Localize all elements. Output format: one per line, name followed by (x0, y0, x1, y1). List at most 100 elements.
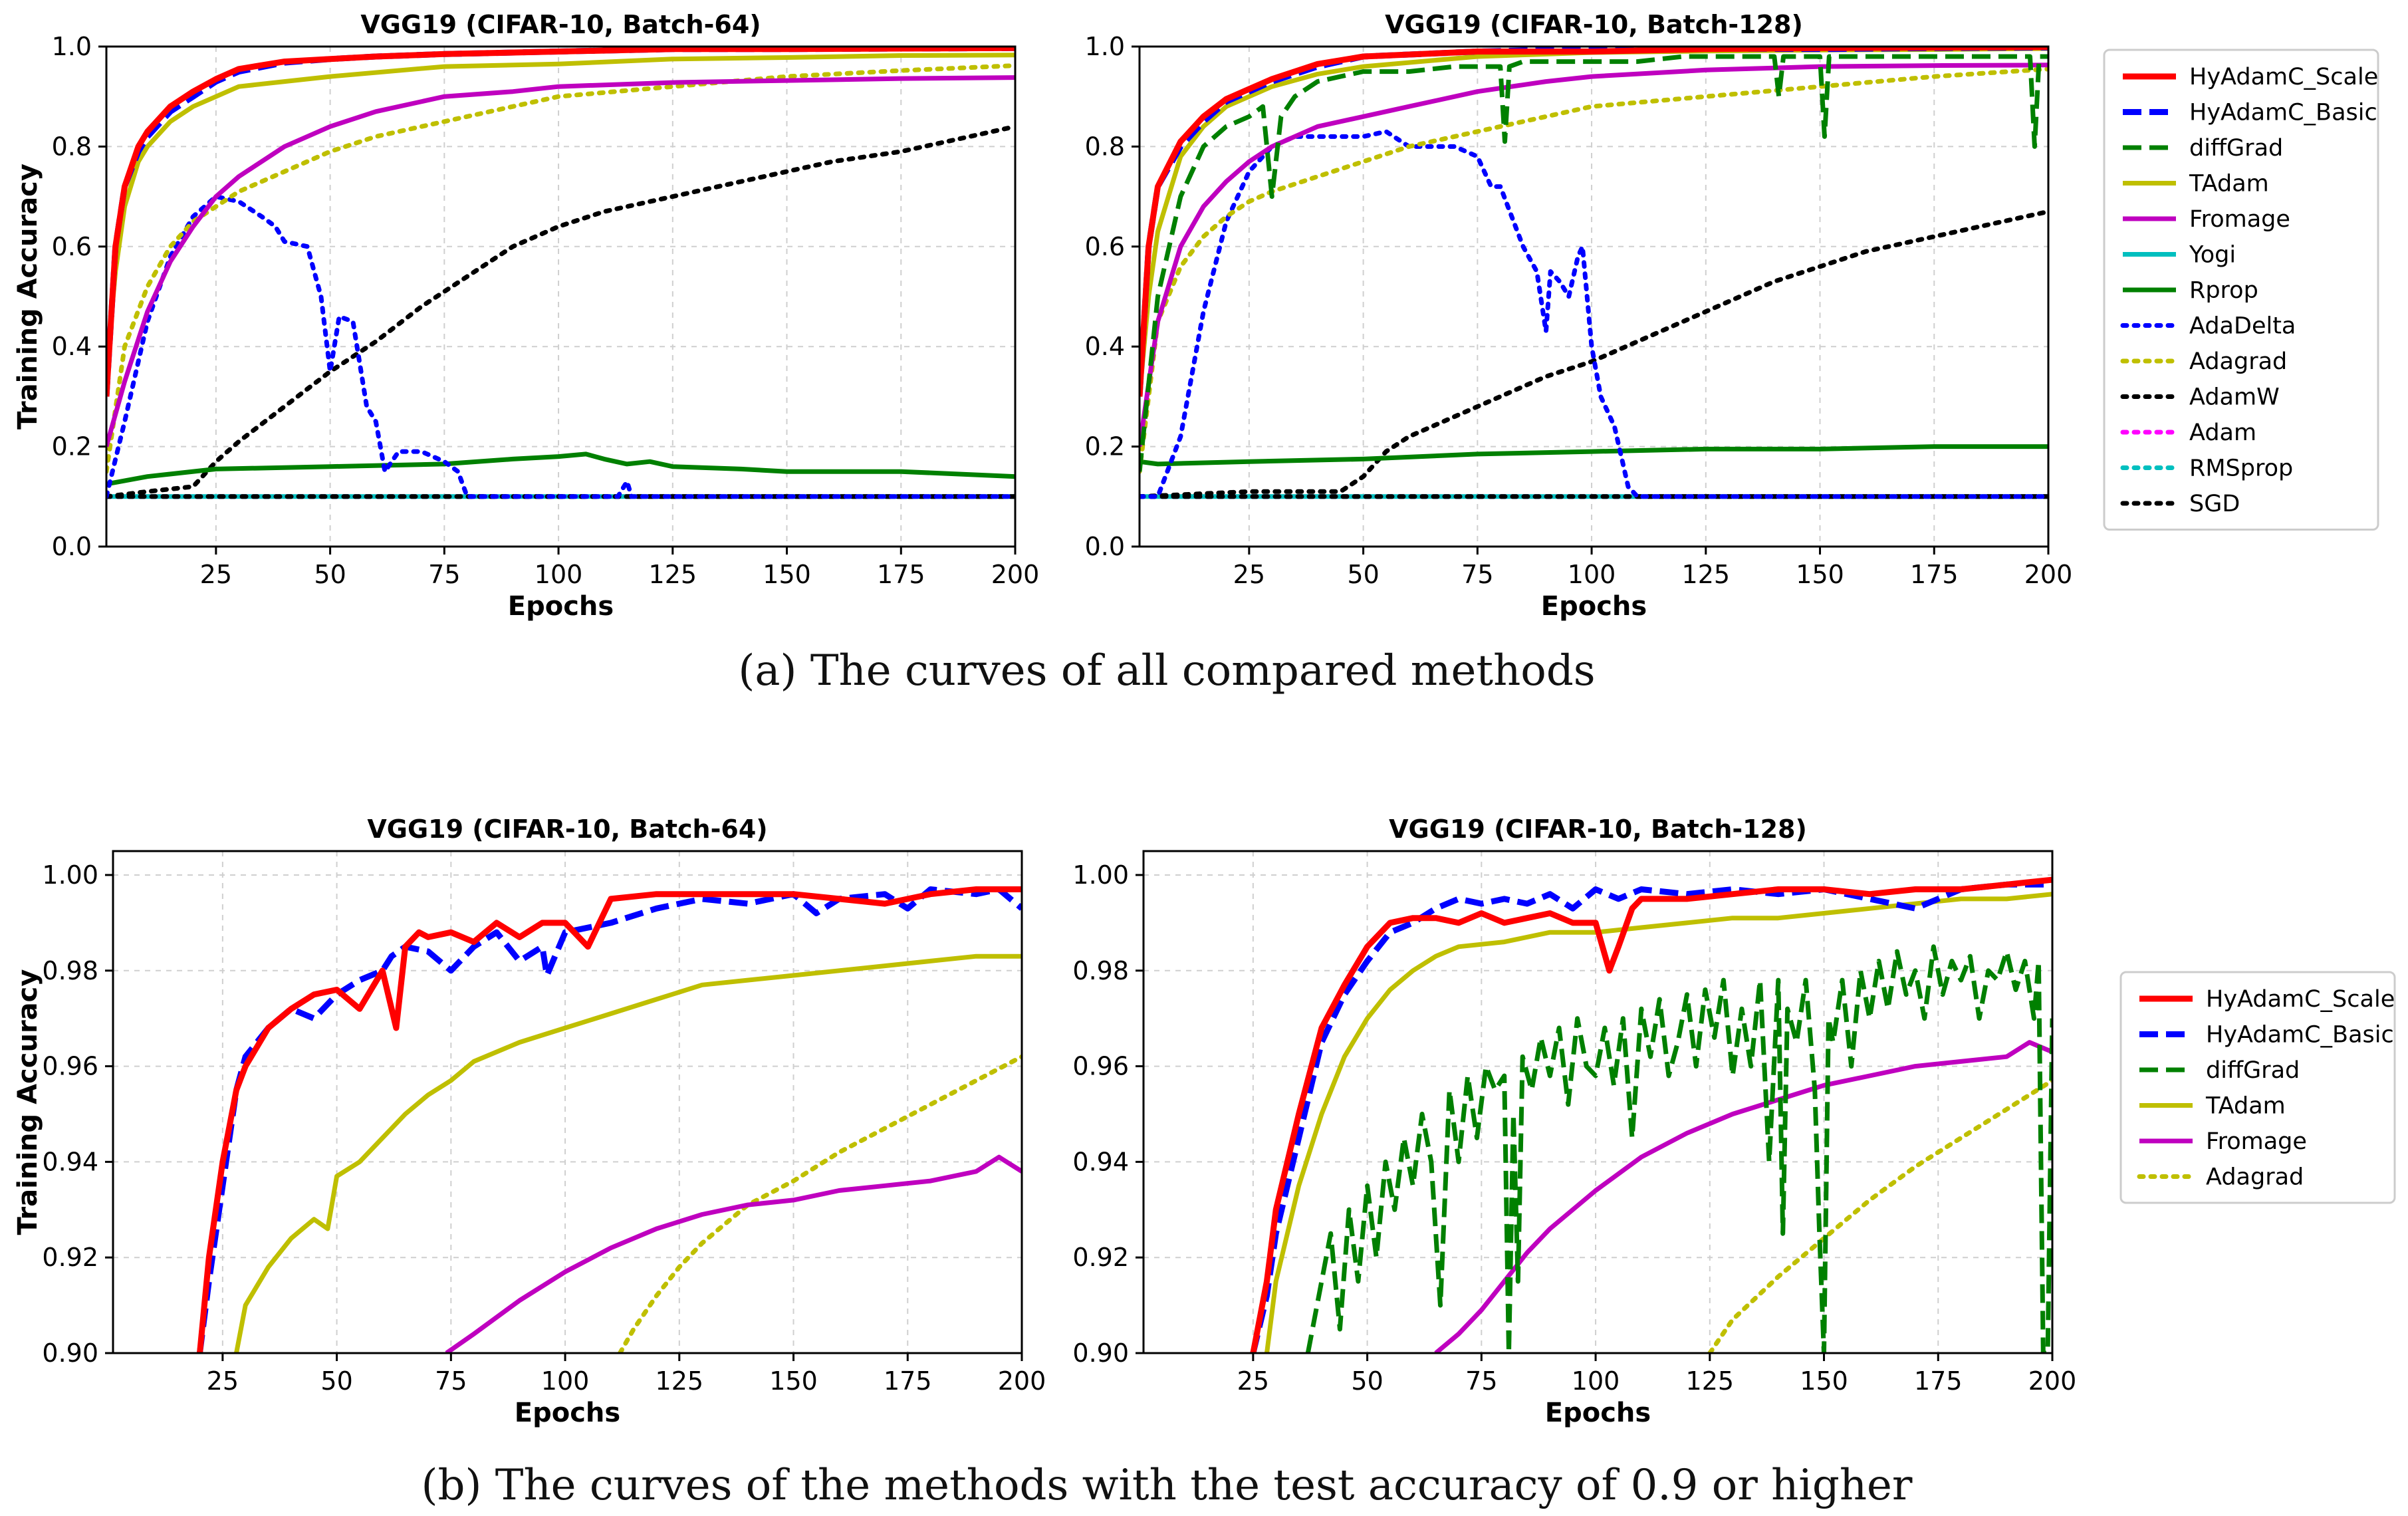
legend-label-tadam: TAdam (2189, 171, 2269, 197)
series-adagrad (1140, 66, 2048, 474)
x-tick-label: 125 (1682, 560, 1731, 589)
x-tick-label: 50 (320, 1366, 352, 1396)
x-tick-label: 75 (428, 560, 460, 589)
x-tick-label: 75 (1465, 1366, 1497, 1396)
y-axis-label: Training Accuracy (13, 164, 43, 430)
y-tick-label: 0.0 (1085, 532, 1125, 561)
x-tick-label: 175 (1910, 560, 1959, 589)
series-rprop (106, 451, 1015, 487)
series-tadam (106, 53, 1015, 372)
x-tick-label: 150 (763, 560, 811, 589)
x-tick-label: 200 (991, 560, 1040, 589)
x-tick-label: 200 (998, 1366, 1046, 1396)
y-tick-label: 1.00 (42, 860, 98, 890)
x-axis-label: Epochs (1545, 1398, 1651, 1428)
legend-label-sgd: SGD (2189, 491, 2240, 517)
y-tick-label: 0.8 (52, 132, 92, 161)
chart-title: VGG19 (CIFAR-10, Batch-128) (1389, 815, 1807, 844)
y-tick-label: 0.6 (1085, 232, 1125, 261)
y-tick-label: 0.6 (52, 232, 92, 261)
x-tick-label: 175 (884, 1366, 932, 1396)
legend-label-tadam: TAdam (2205, 1093, 2286, 1120)
legend-label-yogi: Yogi (2189, 242, 2236, 269)
chart-title: VGG19 (CIFAR-10, Batch-64) (360, 10, 761, 39)
x-tick-label: 25 (1237, 1366, 1269, 1396)
x-tick-label: 25 (200, 560, 232, 589)
x-tick-label: 150 (769, 1366, 818, 1396)
y-tick-label: 0.4 (52, 332, 92, 361)
legend-label-adamw: AdamW (2189, 384, 2280, 411)
legend-label-rmsprop: RMSprop (2189, 455, 2293, 482)
series-adagrad (618, 1054, 1022, 1353)
series-fromage (1434, 1040, 2052, 1353)
legend-label-adagrad: Adagrad (2206, 1164, 2304, 1191)
legend-label-hyadamc-scale: HyAdamC_Scale (2189, 64, 2378, 90)
plot-frame (1138, 45, 2050, 548)
y-tick-label: 0.96 (1072, 1052, 1129, 1081)
x-axis-label: Epochs (515, 1398, 620, 1428)
x-tick-label: 125 (1686, 1366, 1735, 1396)
chart-a2: 25 50 75 100 125 150 175 200 0.0 0.2 0.4 0.6 0.8 1.0 V… (1085, 10, 2073, 622)
series-adadelta (1140, 129, 2048, 499)
x-tick-label: 125 (656, 1366, 704, 1396)
x-tick-label: 200 (2024, 560, 2073, 589)
series-fromage (106, 75, 1015, 447)
legend-label-adagrad: Adagrad (2189, 348, 2287, 375)
y-tick-label: 0.90 (42, 1338, 98, 1368)
legend-label-hyadamc-basic: HyAdamC_Basic (2189, 100, 2377, 126)
x-tick-label: 50 (1347, 560, 1379, 589)
legend-b: HyAdamC_Scale HyAdamC_Basic diffGrad TAdam F… (2119, 971, 2396, 1204)
x-tick-label: 175 (877, 560, 925, 589)
series-hyadamc-scale (1140, 47, 2048, 397)
legend-label-fromage: Fromage (2189, 206, 2290, 233)
series-hyadamc-scale (197, 886, 1022, 1353)
y-tick-label: 0.2 (1085, 432, 1125, 461)
legend-label-fromage: Fromage (2206, 1128, 2307, 1155)
x-tick-label: 175 (1914, 1366, 1963, 1396)
plot-frame (1142, 850, 2054, 1354)
x-tick-label: 100 (1572, 1366, 1620, 1396)
chart-title: VGG19 (CIFAR-10, Batch-64) (367, 815, 767, 844)
chart-b1: 25 50 75 100 125 150 175 200 0.90 0.92 0.94 0.96 0.9… (13, 815, 1046, 1428)
legend-frame (2103, 49, 2379, 531)
y-tick-label: 0.8 (1085, 132, 1125, 161)
caption-a: (a) The curves of all compared methods (738, 646, 1595, 695)
x-tick-label: 25 (207, 1366, 239, 1396)
x-tick-label: 25 (1233, 560, 1265, 589)
y-tick-label: 0.96 (42, 1052, 98, 1081)
series-group (1250, 876, 2052, 1353)
y-tick-label: 0.98 (42, 956, 98, 985)
series-hyadamc-scale (106, 47, 1015, 397)
legend-label-rprop: Rprop (2189, 277, 2258, 304)
y-tick-label: 0.94 (42, 1147, 98, 1176)
chart-title: VGG19 (CIFAR-10, Batch-128) (1385, 10, 1803, 39)
series-group (106, 47, 1015, 499)
y-tick-label: 0.94 (1072, 1147, 1129, 1176)
y-tick-label: 0.90 (1072, 1338, 1129, 1368)
y-tick-label: 0.4 (1085, 332, 1125, 361)
x-tick-label: 200 (2028, 1366, 2077, 1396)
series-rprop (1140, 444, 2048, 467)
series-diffgrad (1305, 944, 2052, 1353)
y-tick-label: 1.0 (52, 32, 92, 61)
x-axis-label: Epochs (508, 591, 614, 622)
x-tick-label: 50 (1351, 1366, 1383, 1396)
y-tick-label: 0.2 (52, 432, 92, 461)
plot-frame (105, 45, 1017, 548)
series-adagrad (1707, 1078, 2052, 1353)
series-tadam (234, 953, 1022, 1353)
series-fromage (445, 1154, 1022, 1353)
legend-label-adam: Adam (2189, 420, 2256, 446)
series-group (1140, 47, 2048, 499)
series-hyadamc-scale (1250, 876, 2052, 1353)
series-group (197, 886, 1022, 1353)
x-tick-label: 150 (1800, 1366, 1848, 1396)
y-tick-label: 1.0 (1085, 32, 1125, 61)
series-sgd (106, 124, 1015, 499)
x-tick-label: 75 (1461, 560, 1493, 589)
y-tick-label: 0.92 (42, 1243, 98, 1272)
series-tadam (1264, 892, 2052, 1353)
x-tick-label: 50 (314, 560, 346, 589)
x-tick-label: 100 (1568, 560, 1616, 589)
